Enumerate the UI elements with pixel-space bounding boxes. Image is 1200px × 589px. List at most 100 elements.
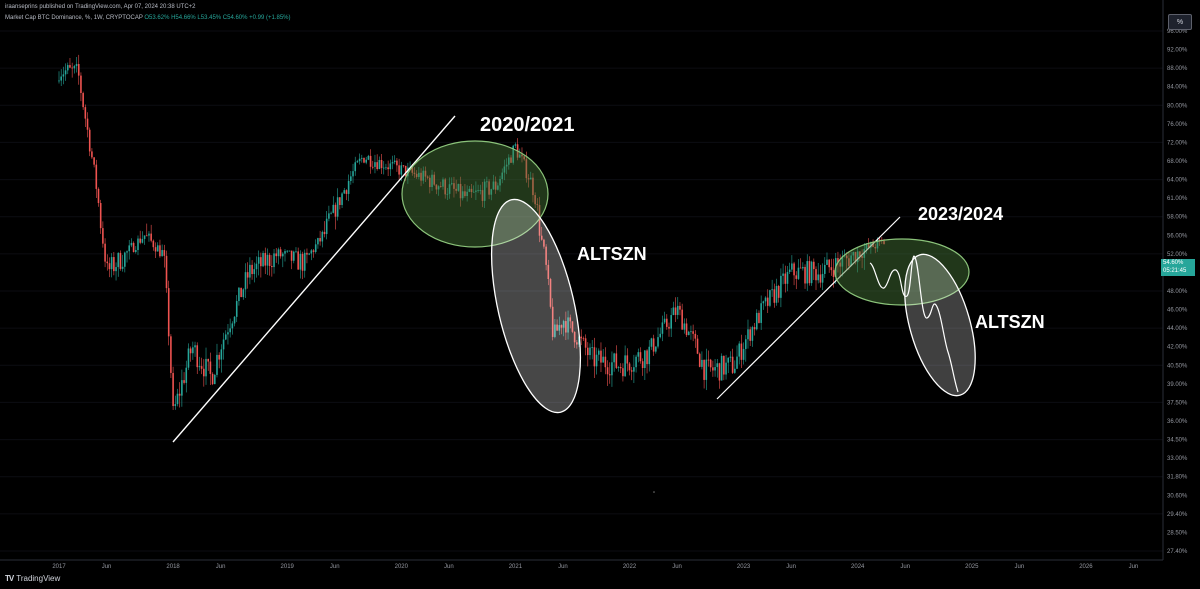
candle-body: [130, 242, 133, 246]
candle-body: [692, 331, 694, 334]
candle-body: [176, 393, 179, 405]
symbol-name: Market Cap BTC Dominance, %, 1W, CRYPTOC…: [5, 15, 143, 21]
candle-body: [705, 359, 708, 380]
candle-body: [104, 243, 106, 262]
bar-countdown: 05:21:45: [1163, 268, 1187, 274]
candle-body: [115, 267, 117, 272]
candle-body: [382, 167, 385, 169]
candle-body: [310, 250, 313, 254]
candle-body: [244, 272, 247, 290]
candle-body: [749, 329, 751, 341]
candle-body: [587, 347, 589, 356]
candle-body: [99, 203, 102, 229]
candle-body: [670, 315, 672, 329]
y-tick-label: 72.00%: [1167, 140, 1188, 146]
candle-body: [389, 163, 392, 170]
candle-body: [437, 186, 440, 190]
candle-body: [189, 348, 192, 354]
candle-body: [314, 244, 317, 252]
candle-body: [547, 264, 550, 280]
candle-body: [782, 273, 784, 276]
candle-body: [508, 157, 510, 165]
candle-body: [510, 157, 512, 163]
candle-body: [183, 380, 185, 383]
candle-body: [773, 289, 776, 303]
candle-body: [615, 353, 618, 368]
candle-body: [878, 239, 881, 241]
candle-body: [145, 235, 148, 237]
candle-body: [876, 239, 879, 249]
candle-body: [110, 257, 113, 270]
last-price-tag: 54.60% 05:21:45: [1161, 259, 1195, 276]
x-tick-label: Jun: [1129, 564, 1139, 570]
candle-body: [60, 76, 62, 81]
candle-body: [439, 186, 442, 187]
candle-body: [472, 191, 475, 193]
y-tick-label: 46.00%: [1167, 308, 1188, 314]
candle-body: [174, 404, 177, 407]
candle-body: [279, 249, 282, 257]
y-tick-label: 33.00%: [1167, 456, 1188, 462]
y-tick-label: 44.00%: [1167, 326, 1188, 332]
candle-body: [134, 250, 137, 253]
y-tick-label: 39.00%: [1167, 382, 1188, 388]
candle-body: [82, 93, 84, 108]
tradingview-logo[interactable]: TV TradingView: [5, 574, 60, 583]
label-2023-2024: 2023/2024: [918, 204, 1003, 224]
projection-wave: [869, 255, 959, 393]
candle-body: [760, 303, 762, 323]
y-tick-label: 61.00%: [1167, 196, 1188, 202]
x-tick-label: 2023: [737, 564, 751, 570]
candle-body: [518, 154, 521, 158]
candle-body: [457, 183, 460, 191]
candle-body: [161, 250, 163, 257]
candle-body: [593, 347, 596, 367]
x-tick-label: 2021: [509, 564, 523, 570]
candle-body: [420, 172, 422, 181]
candle-body: [867, 244, 870, 248]
candle-body: [77, 63, 80, 76]
y-tick-label: 56.00%: [1167, 233, 1188, 239]
candle-body: [617, 367, 620, 368]
candle-body: [139, 238, 141, 243]
candle-body: [402, 165, 405, 167]
candle-body: [154, 247, 157, 252]
candle-body: [124, 252, 126, 267]
tradingview-logo-mark: TV: [5, 574, 14, 583]
ohlc-values: O53.62% H54.66% L53.45% C54.60% +0.99 (+…: [144, 15, 291, 21]
candle-body: [242, 289, 245, 298]
candle-body: [837, 258, 839, 263]
candle-body: [282, 253, 284, 257]
candle-body: [597, 350, 600, 355]
candle-body: [666, 318, 668, 327]
candle-body: [663, 318, 666, 323]
candle-body: [429, 177, 431, 188]
candle-body: [608, 374, 611, 376]
candle-body: [602, 356, 604, 363]
y-tick-label: 34.50%: [1167, 438, 1188, 444]
candle-body: [753, 327, 756, 330]
candle-body: [725, 362, 727, 375]
candle-body: [152, 240, 155, 248]
candle-body: [619, 367, 622, 369]
x-tick-label: Jun: [558, 564, 568, 570]
candle-body: [178, 393, 181, 396]
y-tick-label: 27.40%: [1167, 549, 1188, 555]
y-tick-label: 36.00%: [1167, 419, 1188, 425]
candle-body: [446, 193, 449, 195]
candle-body: [622, 368, 624, 377]
candle-body: [132, 242, 135, 253]
candle-body: [450, 183, 453, 185]
candle-body: [163, 250, 166, 256]
percent-scale-button[interactable]: %: [1168, 14, 1192, 30]
candle-body: [95, 164, 98, 189]
candle-body: [514, 144, 517, 146]
candle-body: [141, 238, 144, 243]
candle-body: [549, 279, 552, 307]
candle-body: [347, 180, 350, 194]
candle-body: [422, 170, 425, 181]
y-tick-label: 92.00%: [1167, 48, 1188, 54]
candle-body: [723, 355, 725, 375]
candle-body: [536, 204, 539, 205]
x-tick-label: 2020: [395, 564, 409, 570]
